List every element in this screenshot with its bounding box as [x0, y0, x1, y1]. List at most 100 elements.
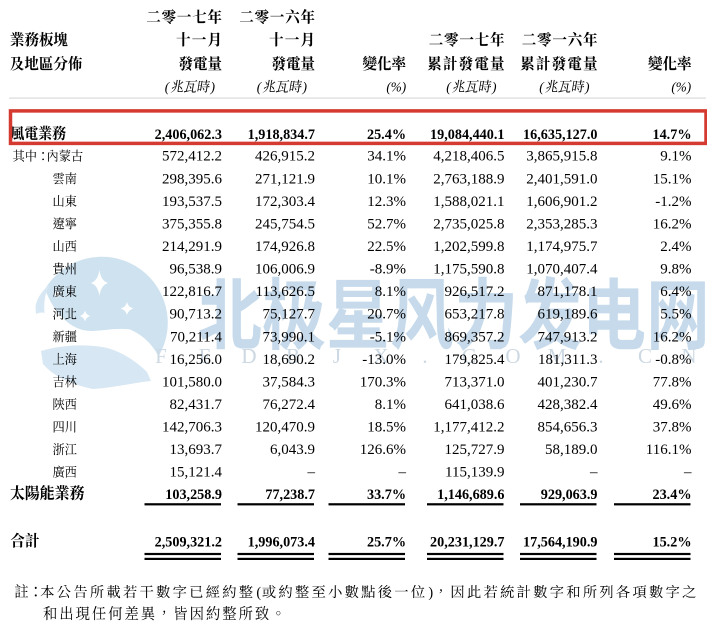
svg-text:15.2%: 15.2% [652, 534, 691, 550]
svg-text:103,258.9: 103,258.9 [165, 487, 222, 503]
svg-text:.: . [598, 344, 603, 368]
svg-text:-8.9%: -8.9% [370, 262, 406, 278]
svg-text:18.5%: 18.5% [367, 420, 406, 436]
svg-text:25.4%: 25.4% [367, 127, 406, 143]
svg-text:–: – [307, 465, 316, 481]
svg-text:170.3%: 170.3% [360, 374, 406, 390]
svg-text:641,038.6: 641,038.6 [445, 397, 506, 413]
svg-text:(: ( [256, 585, 261, 601]
svg-text:2,763,188.9: 2,763,188.9 [433, 171, 504, 187]
svg-text:E: E [199, 344, 212, 368]
svg-text:572,412.2: 572,412.2 [162, 149, 222, 165]
svg-text:113,626.5: 113,626.5 [256, 284, 315, 300]
svg-text:49.6%: 49.6% [653, 397, 692, 413]
svg-text:-0.8%: -0.8% [655, 352, 691, 368]
svg-text:214,291.9: 214,291.9 [162, 239, 222, 255]
svg-text:90,713.2: 90,713.2 [170, 307, 223, 323]
svg-text:O: O [505, 344, 520, 368]
svg-text:1,588,021.1: 1,588,021.1 [433, 194, 504, 210]
svg-text:1,175,590.8: 1,175,590.8 [433, 262, 504, 278]
svg-text:): ) [491, 80, 497, 95]
svg-text:106,006.9: 106,006.9 [255, 262, 315, 278]
svg-text:245,754.5: 245,754.5 [255, 216, 315, 232]
svg-text:B: B [286, 344, 300, 368]
svg-text:2,509,321.2: 2,509,321.2 [155, 534, 222, 550]
svg-text:34.1%: 34.1% [367, 149, 406, 165]
svg-text:871,178.1: 871,178.1 [538, 284, 598, 300]
svg-text:142,706.3: 142,706.3 [162, 420, 222, 436]
svg-text:-5.1%: -5.1% [370, 329, 406, 345]
svg-text:8.1%: 8.1% [375, 397, 406, 413]
svg-text:52.7%: 52.7% [367, 216, 406, 232]
svg-text:869,357.2: 869,357.2 [445, 329, 505, 345]
svg-text:16,635,127.0: 16,635,127.0 [523, 127, 597, 143]
svg-text:-1.2%: -1.2% [655, 194, 691, 210]
svg-text:926,517.2: 926,517.2 [445, 284, 505, 300]
svg-text:33.7%: 33.7% [367, 487, 406, 503]
svg-text:(: ( [257, 80, 263, 95]
svg-text:C: C [638, 344, 652, 368]
svg-text:653,217.8: 653,217.8 [445, 307, 505, 323]
svg-text:23.4%: 23.4% [652, 487, 691, 503]
svg-text:19,084,440.1: 19,084,440.1 [430, 127, 504, 143]
svg-text:3,865,915.8: 3,865,915.8 [526, 149, 597, 165]
svg-text:37,584.3: 37,584.3 [263, 374, 316, 390]
svg-text:2,406,062.3: 2,406,062.3 [155, 127, 222, 143]
svg-text:): ) [584, 80, 590, 95]
svg-text:619,189.6: 619,189.6 [538, 307, 599, 323]
svg-text:172,303.4: 172,303.4 [255, 194, 316, 210]
svg-text:6.4%: 6.4% [660, 284, 691, 300]
svg-text:–: – [589, 465, 598, 481]
svg-text:37.8%: 37.8% [653, 420, 692, 436]
svg-text:116.1%: 116.1% [646, 442, 692, 458]
svg-text:1,174,975.7: 1,174,975.7 [526, 239, 598, 255]
svg-text:77.8%: 77.8% [653, 374, 692, 390]
svg-text:6,043.9: 6,043.9 [270, 442, 315, 458]
svg-text:(: ( [446, 80, 452, 95]
svg-text:1,606,901.2: 1,606,901.2 [526, 194, 597, 210]
svg-text:2,401,591.0: 2,401,591.0 [526, 171, 597, 187]
svg-text:1,070,407.4: 1,070,407.4 [526, 262, 598, 278]
svg-text:75,127.7: 75,127.7 [263, 307, 316, 323]
svg-text:101,580.0: 101,580.0 [162, 374, 222, 390]
svg-text:174,926.8: 174,926.8 [255, 239, 315, 255]
svg-text:25.7%: 25.7% [367, 534, 406, 550]
svg-text:1,996,073.4: 1,996,073.4 [248, 534, 315, 550]
svg-text:2,353,285.3: 2,353,285.3 [526, 216, 597, 232]
svg-text:58,189.0: 58,189.0 [545, 442, 598, 458]
svg-text:18,690.2: 18,690.2 [263, 352, 316, 368]
svg-text:76,272.4: 76,272.4 [263, 397, 316, 413]
svg-text:J: J [333, 344, 341, 368]
svg-text:14.7%: 14.7% [652, 127, 691, 143]
svg-text:298,395.6: 298,395.6 [162, 171, 223, 187]
svg-text:20,231,129.7: 20,231,129.7 [430, 534, 504, 550]
svg-text:122,816.7: 122,816.7 [162, 284, 223, 300]
svg-text:854,656.3: 854,656.3 [538, 420, 598, 436]
svg-text:82,431.7: 82,431.7 [170, 397, 223, 413]
svg-text:4,218,406.5: 4,218,406.5 [433, 149, 504, 165]
svg-text:): ) [428, 585, 433, 601]
svg-text:): ) [210, 80, 216, 95]
svg-text:9.1%: 9.1% [660, 149, 691, 165]
svg-text:13,693.7: 13,693.7 [170, 442, 223, 458]
svg-text:8.1%: 8.1% [375, 284, 406, 300]
svg-text:70,211.4: 70,211.4 [170, 329, 222, 345]
svg-text:929,063.9: 929,063.9 [541, 487, 598, 503]
svg-text:120,470.9: 120,470.9 [255, 420, 315, 436]
svg-text:(: ( [539, 80, 545, 95]
svg-text:15,121.4: 15,121.4 [170, 465, 223, 481]
svg-text:–: – [683, 465, 692, 481]
svg-text:9.8%: 9.8% [660, 262, 691, 278]
svg-text:125,727.9: 125,727.9 [445, 442, 505, 458]
svg-text:73,990.1: 73,990.1 [263, 329, 316, 345]
svg-text:M: M [548, 344, 567, 368]
svg-text:271,121.9: 271,121.9 [255, 171, 315, 187]
svg-text:D: D [241, 344, 256, 368]
svg-text:5.5%: 5.5% [660, 307, 691, 323]
svg-text:22.5%: 22.5% [367, 239, 406, 255]
svg-text:15.1%: 15.1% [653, 171, 692, 187]
svg-text:428,382.4: 428,382.4 [538, 397, 599, 413]
svg-text:16,256.0: 16,256.0 [170, 352, 223, 368]
svg-text:17,564,190.9: 17,564,190.9 [523, 534, 597, 550]
svg-text:(%): (%) [671, 80, 691, 95]
